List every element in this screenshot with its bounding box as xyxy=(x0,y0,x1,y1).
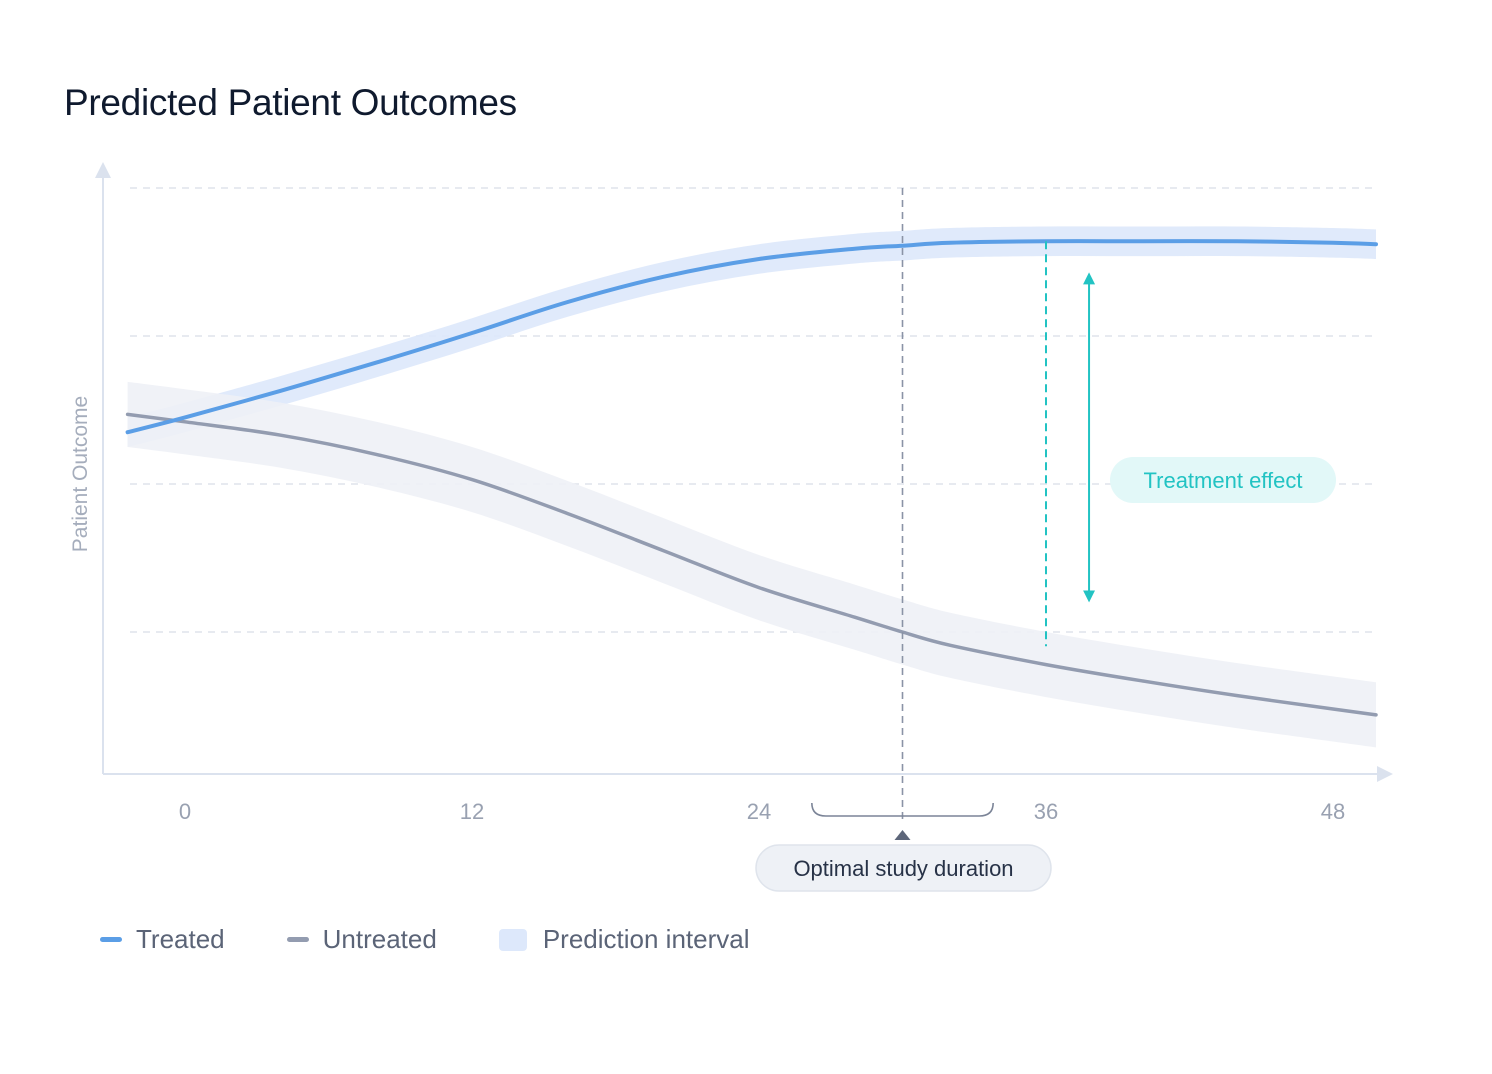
legend-label: Untreated xyxy=(322,924,437,954)
prediction-interval-untreated xyxy=(127,381,1377,748)
legend-label: Prediction interval xyxy=(542,924,750,954)
y-axis-label: Patient Outcome xyxy=(69,396,92,552)
optimal-duration-label: Optimal study duration xyxy=(793,856,1013,881)
legend-swatch xyxy=(100,937,122,942)
prediction-interval-treated xyxy=(127,226,1377,447)
chart-title: Predicted Patient Outcomes xyxy=(64,82,517,123)
x-tick-label: 12 xyxy=(460,799,484,824)
legend-item-untreated: Untreated xyxy=(286,924,437,955)
optimal-duration-bracket xyxy=(811,802,994,817)
series-line-treated xyxy=(125,239,1378,435)
treatment-effect-pill xyxy=(1110,457,1336,503)
treatment-effect-label: Treatment effect xyxy=(1144,468,1303,493)
legend-item-prediction-interval: Prediction interval xyxy=(498,924,750,955)
x-tick-label: 24 xyxy=(747,799,771,824)
chart-legend: Treated Untreated Prediction interval xyxy=(100,924,811,955)
optimal-duration-pill xyxy=(755,844,1052,892)
x-tick-label: 36 xyxy=(1034,799,1058,824)
legend-item-treated: Treated xyxy=(100,924,225,955)
series-line-untreated xyxy=(125,412,1378,717)
legend-label: Treated xyxy=(136,924,225,954)
legend-swatch xyxy=(286,937,309,942)
legend-swatch xyxy=(498,928,527,951)
x-tick-label: 48 xyxy=(1321,799,1345,824)
x-tick-label: 0 xyxy=(179,799,191,824)
optimal-duration-pointer xyxy=(894,830,911,840)
